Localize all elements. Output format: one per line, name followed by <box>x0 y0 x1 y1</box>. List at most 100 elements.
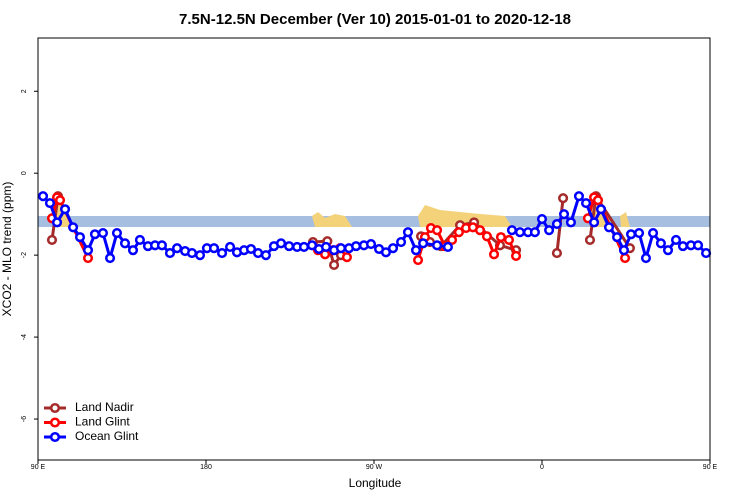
data-point <box>592 195 604 206</box>
data-point <box>37 191 49 202</box>
data-point <box>329 259 340 271</box>
data-point <box>558 193 569 204</box>
data-point <box>208 243 220 254</box>
y-tick-label: 0 <box>21 171 28 175</box>
data-point <box>320 241 332 253</box>
legend-label: Land Nadir <box>75 400 134 414</box>
data-point <box>97 227 109 239</box>
ocean-band <box>38 216 710 227</box>
data-point <box>648 227 659 239</box>
data-point <box>172 243 183 254</box>
land-shape <box>418 205 512 227</box>
data-point <box>396 236 407 248</box>
x-tick-label: 180 <box>200 464 212 471</box>
data-point <box>511 250 522 262</box>
data-point <box>402 227 414 238</box>
y-axis-label: XCO2 - MLO trend (ppm) <box>0 182 14 317</box>
data-point <box>551 248 562 259</box>
data-point <box>603 222 615 233</box>
data-point <box>506 225 517 236</box>
data-point <box>82 252 94 264</box>
data-point <box>620 252 631 264</box>
data-point <box>119 238 131 249</box>
data-point <box>260 250 271 261</box>
data-point <box>432 240 443 251</box>
data-point <box>529 227 540 238</box>
data-point <box>432 225 443 236</box>
data-point <box>111 227 123 239</box>
data-point <box>618 245 629 256</box>
x-axis-label: Longitude <box>349 476 402 490</box>
data-point <box>245 243 257 255</box>
data-point <box>655 238 666 249</box>
legend-label: Ocean Glint <box>75 429 139 443</box>
data-point <box>565 217 576 228</box>
data-point <box>474 225 486 236</box>
data-point <box>68 222 79 233</box>
data-point <box>514 227 526 238</box>
data-point <box>481 231 492 242</box>
data-point <box>589 217 600 228</box>
data-point <box>584 234 596 246</box>
data-point <box>284 241 295 252</box>
data-point <box>611 232 623 243</box>
data-point <box>225 241 236 253</box>
data-point <box>164 248 176 259</box>
land-strip <box>38 200 710 227</box>
data-point <box>194 250 206 261</box>
data-point <box>662 245 674 256</box>
data-point <box>418 238 429 249</box>
data-point <box>365 239 377 250</box>
data-point <box>573 191 585 202</box>
data-point <box>105 252 116 264</box>
data-point <box>544 225 555 236</box>
legend-marker <box>49 417 61 428</box>
data-point <box>217 248 228 259</box>
data-point <box>536 214 548 225</box>
data-point <box>335 243 347 254</box>
data-point <box>54 195 66 206</box>
legend-label: Land Glint <box>75 415 130 429</box>
y-tick-label: -6 <box>21 416 28 422</box>
x-tick-label: 90 W <box>366 464 383 471</box>
data-point <box>410 245 422 256</box>
y-tick-label: -2 <box>21 252 28 258</box>
data-point <box>413 255 424 266</box>
y-tick-label: -4 <box>21 334 28 340</box>
data-point <box>351 241 362 252</box>
chart-title: 7.5N-12.5N December (Ver 10) 2015-01-01 … <box>179 11 571 28</box>
data-point <box>634 227 645 239</box>
data-point <box>640 252 652 264</box>
data-point <box>701 248 712 259</box>
data-point <box>677 241 688 252</box>
data-point <box>51 217 63 228</box>
data-point <box>670 234 682 246</box>
legend-marker <box>49 431 61 443</box>
data-point <box>89 229 100 240</box>
data-point <box>503 234 515 246</box>
data-point <box>380 247 391 258</box>
x-tick-label: 90 E <box>703 464 718 471</box>
data-point <box>693 240 704 251</box>
plot-area <box>37 191 712 271</box>
data-point <box>625 229 637 240</box>
x-tick-label: 0 <box>540 464 544 471</box>
data-point <box>156 240 167 251</box>
data-point <box>44 198 55 209</box>
data-point <box>551 218 562 230</box>
data-point <box>127 245 139 256</box>
land-shape <box>620 212 630 227</box>
x-tick-label: 90 E <box>31 464 46 471</box>
y-tick-label: 2 <box>21 89 28 93</box>
data-point <box>558 209 570 220</box>
data-point <box>341 252 352 263</box>
land-shape <box>312 212 352 227</box>
data-point <box>581 198 592 209</box>
data-point <box>46 234 58 246</box>
data-point <box>253 248 264 259</box>
data-point <box>488 249 500 260</box>
data-point <box>298 241 310 253</box>
data-point <box>74 232 86 243</box>
